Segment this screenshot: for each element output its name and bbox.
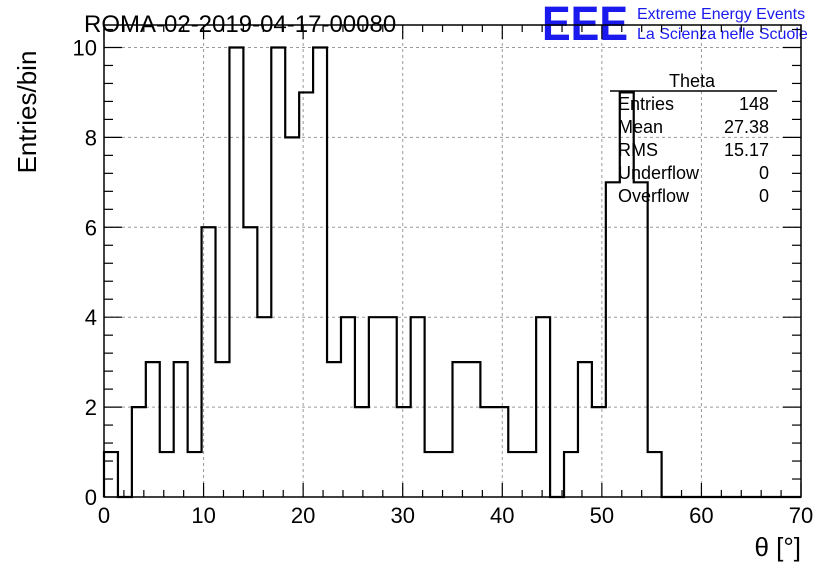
- stats-entries-label: Entries: [618, 94, 674, 114]
- y-tick-label: 4: [85, 305, 97, 330]
- stats-rms-label: RMS: [618, 140, 658, 160]
- histogram-bin: [341, 317, 355, 497]
- y-tick-label: 6: [85, 215, 97, 240]
- histogram-bin: [439, 452, 453, 497]
- histogram-bin: [146, 362, 160, 497]
- brand-line-2: La Scienza nelle Scuole: [637, 26, 808, 43]
- histogram-bin: [508, 452, 522, 497]
- histogram-bin: [466, 362, 480, 497]
- histogram-bin: [271, 47, 285, 497]
- stats-mean-label: Mean: [618, 117, 663, 137]
- histogram-bin: [480, 407, 494, 497]
- x-tick-labels: 0 10 20 30 40 50 60 70: [98, 503, 813, 528]
- stats-title: Theta: [669, 71, 716, 91]
- histogram-bin: [383, 317, 397, 497]
- stats-underflow-value: 0: [759, 163, 769, 183]
- x-tick-label: 0: [98, 503, 110, 528]
- x-tick-label: 60: [689, 503, 713, 528]
- histogram-bin: [425, 452, 439, 497]
- histogram-bin: [453, 362, 467, 497]
- histogram-bin: [369, 317, 383, 497]
- histogram-bin: [578, 362, 592, 497]
- axis-ticks: [103, 25, 802, 498]
- histogram-bin: [536, 317, 550, 497]
- histogram-bin: [634, 182, 648, 497]
- x-tick-label: 70: [789, 503, 813, 528]
- histogram-bin: [243, 227, 257, 497]
- x-tick-label: 50: [590, 503, 614, 528]
- stats-box: Theta Entries 148 Mean 27.38 RMS 15.17 U…: [610, 71, 777, 206]
- brand-line-1: Extreme Energy Events: [637, 6, 805, 23]
- histogram-bin: [564, 452, 578, 497]
- histogram-bin: [592, 407, 606, 497]
- stats-underflow-label: Underflow: [618, 163, 700, 183]
- histogram-bin: [648, 452, 662, 497]
- x-tick-label: 10: [191, 503, 215, 528]
- histogram-bin: [411, 317, 425, 497]
- histogram-bin: [313, 47, 327, 497]
- histogram-bin: [104, 452, 118, 497]
- histogram-bin: [494, 407, 508, 497]
- histogram-series: [102, 46, 801, 499]
- histogram-bin: [606, 182, 620, 497]
- stats-overflow-label: Overflow: [618, 186, 690, 206]
- histogram-bin: [229, 47, 243, 497]
- histogram-bin: [299, 92, 313, 497]
- x-tick-label: 20: [291, 503, 315, 528]
- histogram-bin: [132, 407, 146, 497]
- histogram-bin: [216, 362, 230, 497]
- plot-frame: [103, 24, 802, 498]
- histogram-bin: [522, 452, 536, 497]
- stats-entries-value: 148: [739, 94, 769, 114]
- y-tick-labels: 0 2 4 6 8 10: [73, 35, 97, 510]
- x-tick-label: 40: [490, 503, 514, 528]
- y-tick-label: 8: [85, 125, 97, 150]
- y-tick-label: 0: [85, 485, 97, 510]
- histogram-bin: [327, 362, 341, 497]
- stats-rms-value: 15.17: [724, 140, 769, 160]
- histogram-bin: [188, 452, 202, 497]
- x-tick-label: 30: [390, 503, 414, 528]
- y-axis-title: Entries/bin: [12, 51, 42, 174]
- histogram-bin: [397, 407, 411, 497]
- x-axis-title: θ [°]: [754, 532, 801, 562]
- y-tick-label: 2: [85, 395, 97, 420]
- stats-overflow-value: 0: [759, 186, 769, 206]
- histogram-bin: [285, 137, 299, 497]
- histogram-bin: [174, 362, 188, 497]
- histogram-bin: [257, 317, 271, 497]
- histogram-bin: [160, 452, 174, 497]
- y-tick-label: 10: [73, 35, 97, 60]
- histogram-bin: [355, 407, 369, 497]
- histogram-bin: [202, 227, 216, 497]
- stats-mean-value: 27.38: [724, 117, 769, 137]
